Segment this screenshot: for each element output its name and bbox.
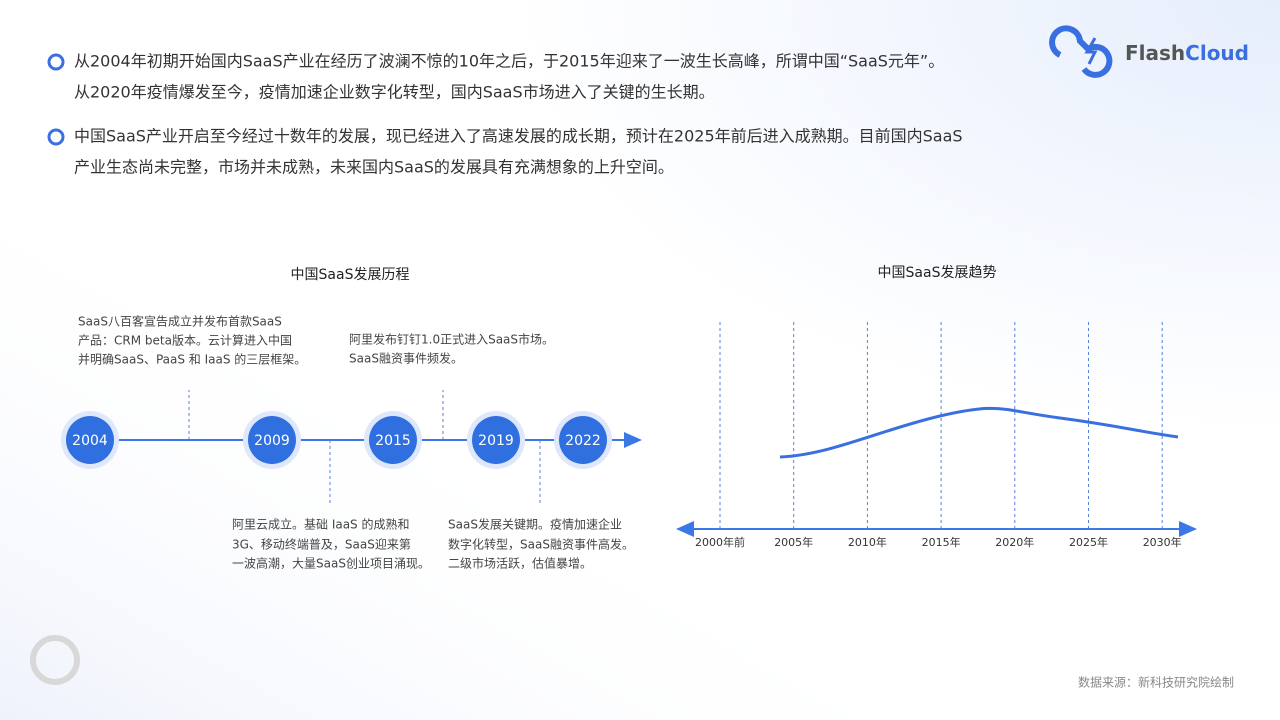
year-label: 2009 bbox=[254, 433, 290, 449]
note-text: 阿里云成立。基础 IaaS 的成熟和 bbox=[232, 517, 410, 532]
note-text: 产品：CRM beta版本。云计算进入中国 bbox=[78, 333, 292, 348]
note-text: SaaS融资事件频发。 bbox=[349, 351, 463, 366]
trend-label: 2020年 bbox=[995, 535, 1034, 549]
note-text: 3G、移动终端普及，SaaS迎来第 bbox=[232, 537, 411, 552]
year-node bbox=[369, 416, 417, 464]
year-label: 2004 bbox=[72, 433, 108, 449]
year-node bbox=[472, 416, 520, 464]
source: 数据来源：新科技研究院绘制 bbox=[1078, 675, 1234, 690]
trend-label: 2015年 bbox=[922, 535, 961, 549]
year-node bbox=[248, 416, 296, 464]
note-text: 二级市场活跃，估值暴增。 bbox=[448, 556, 592, 571]
year-label: 2022 bbox=[565, 433, 601, 449]
note-text: 并明确SaaS、PaaS 和 IaaS 的三层框架。 bbox=[78, 352, 306, 367]
note-text: 一波高潮，大量SaaS创业项目涌现。 bbox=[232, 556, 430, 571]
note-text: SaaS八百客宣告成立并发布首款SaaS bbox=[78, 314, 282, 329]
timeline: 中国SaaS发展历程 2004 2009 2015 2019 2022 SaaS八百客宣… bbox=[61, 267, 642, 571]
bullet-list: 从2004年初期开始国内SaaS产业在经历了波澜不惊的10年之后，于2015年迎… bbox=[47, 52, 963, 177]
timeline-title: 中国SaaS发展历程 bbox=[291, 267, 410, 283]
bullet-text: 中国SaaS产业开启至今经过十数年的发展，现已经进入了高速发展的成长期，预计在2… bbox=[74, 127, 963, 146]
bullet-icon bbox=[47, 128, 65, 146]
note-text: 数字化转型，SaaS融资事件高发。 bbox=[448, 537, 634, 552]
trend-chart: 中国SaaS发展趋势 2000年前 2005年 2010年 2015年 2020年 202… bbox=[676, 265, 1197, 549]
logo-part: Flash bbox=[1125, 41, 1185, 65]
bullet-text: 从2020年疫情爆发至今，疫情加速企业数字化转型，国内SaaS市场进入了关键的生… bbox=[74, 83, 715, 102]
trend-curve bbox=[779, 406, 1179, 459]
year-node bbox=[66, 416, 114, 464]
year-label: 2019 bbox=[478, 433, 514, 449]
trend-label: 2005年 bbox=[774, 535, 813, 549]
logo: FlashCloud bbox=[1049, 25, 1249, 78]
bullet-icon bbox=[47, 53, 65, 71]
logo-part: Cloud bbox=[1185, 41, 1249, 65]
trend-title: 中国SaaS发展趋势 bbox=[878, 265, 997, 281]
trend-label: 2030年 bbox=[1143, 535, 1182, 549]
bullet-text: 产业生态尚未完整，市场并未成熟，未来国内SaaS的发展具有充满想象的上升空间。 bbox=[74, 158, 674, 177]
logo-bolt bbox=[1084, 37, 1098, 65]
bullet-text: 从2004年初期开始国内SaaS产业在经历了波澜不惊的10年之后，于2015年迎… bbox=[74, 52, 944, 71]
note-text: SaaS发展关键期。疫情加速企业 bbox=[448, 517, 622, 532]
trend-label: 2000年前 bbox=[695, 535, 745, 549]
logo-text: FlashCloud bbox=[1125, 41, 1249, 65]
decor-ring bbox=[30, 635, 80, 685]
trend-label: 2025年 bbox=[1069, 535, 1108, 549]
year-node bbox=[559, 416, 607, 464]
year-label: 2015 bbox=[375, 433, 411, 449]
note-text: 阿里发布钉钉1.0正式进入SaaS市场。 bbox=[349, 332, 554, 347]
trend-label: 2010年 bbox=[848, 535, 887, 549]
